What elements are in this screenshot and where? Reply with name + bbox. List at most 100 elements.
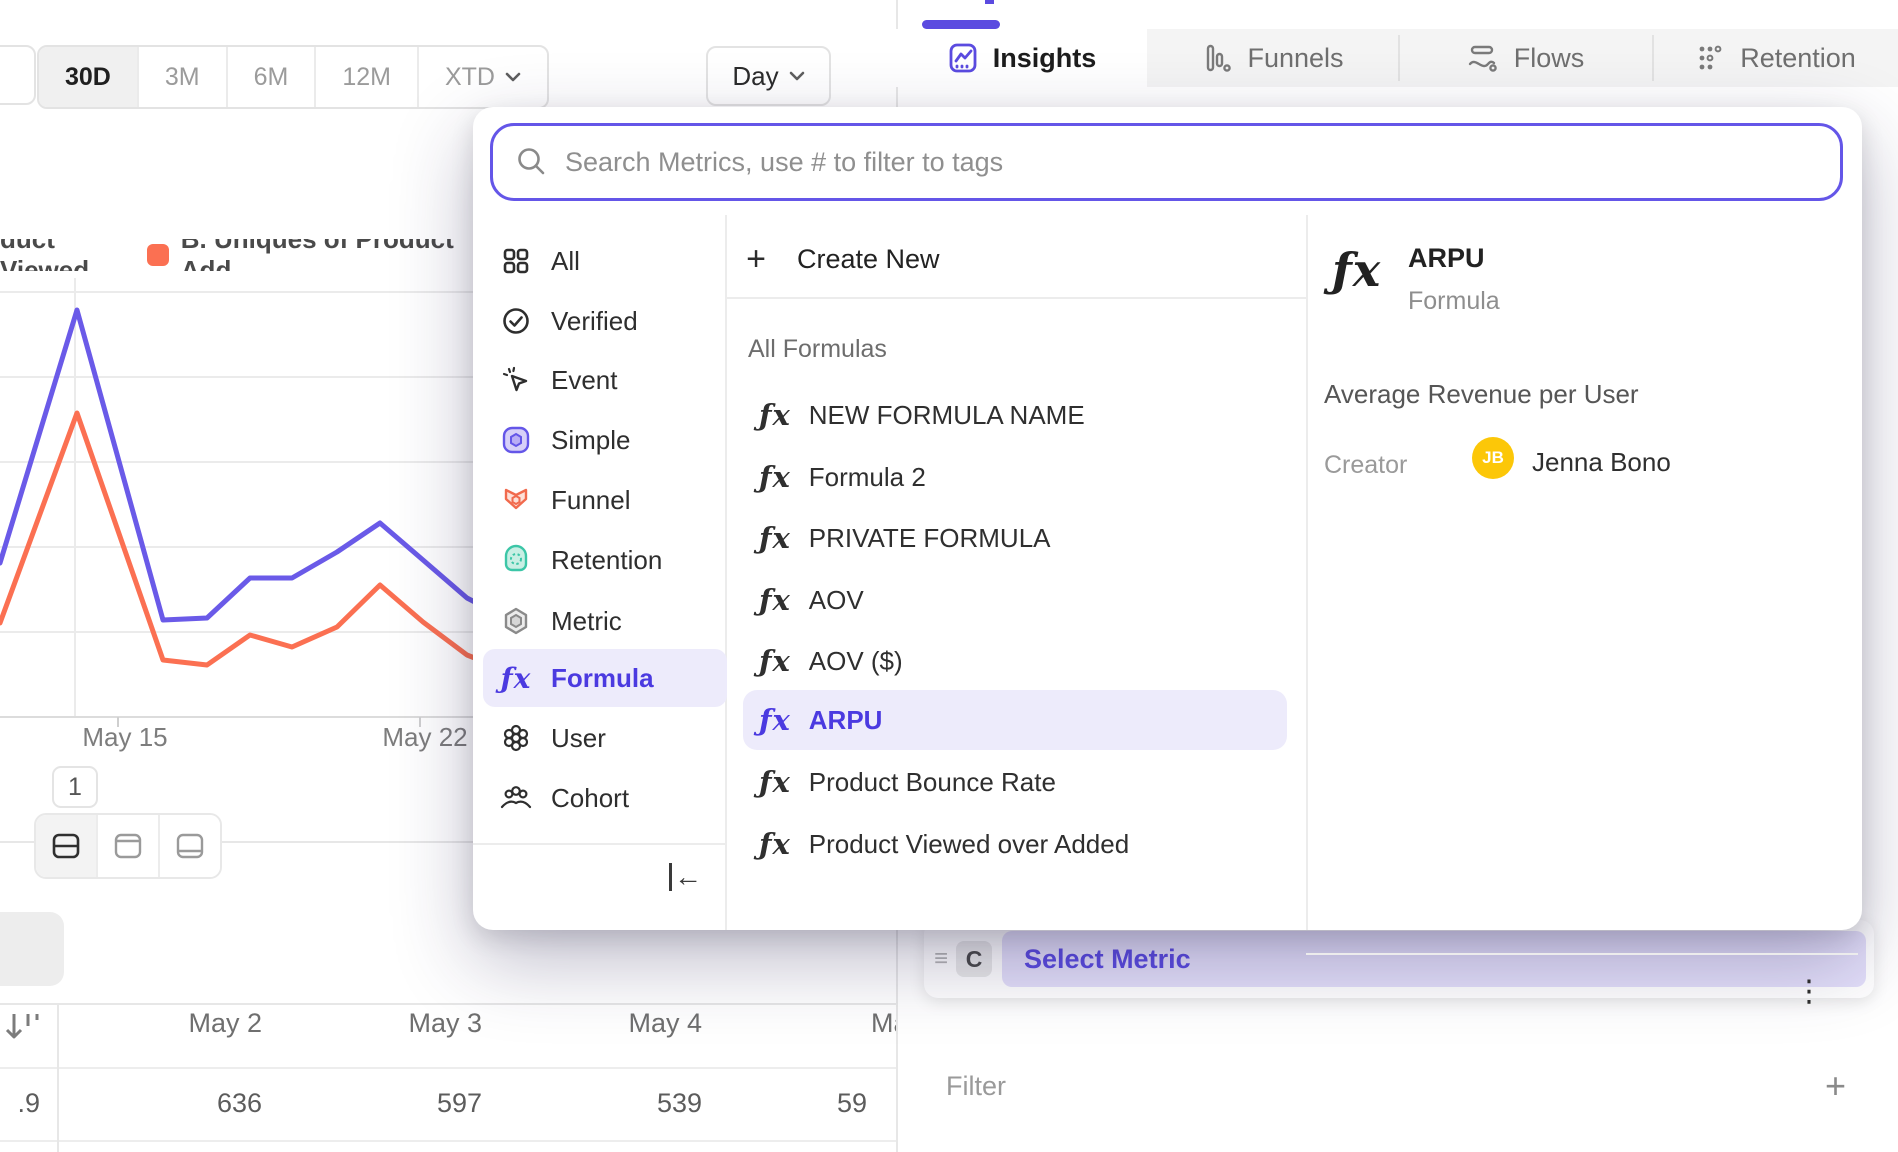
sidebar-item-verified[interactable]: Verified (483, 293, 727, 349)
tab-insights-label: Insights (992, 42, 1097, 73)
fx-icon: ƒx (759, 765, 791, 799)
creator-label: Creator (1324, 451, 1408, 479)
sidebar-item-cohort[interactable]: Cohort (483, 770, 727, 826)
cell-may3-value: 597 (436, 1088, 482, 1118)
sidebar-item-retention[interactable]: Retention (483, 532, 727, 588)
range-3m[interactable]: 3M (139, 47, 228, 107)
sidebar-item-all[interactable]: All (483, 233, 727, 289)
formula-item-label: NEW FORMULA NAME (808, 399, 1085, 430)
funnels-bars-icon (1207, 44, 1232, 72)
metric-clause-card: ≡ C Select Metric (924, 920, 1874, 998)
formula-item-label: PRIVATE FORMULA (808, 522, 1051, 553)
date-range-group: 30D 3M 6M 12M XTD (37, 45, 549, 109)
sidebar-item-label: Formula (551, 662, 654, 693)
tab-flows-label: Flows (1513, 42, 1585, 73)
filter-section: Filter + (924, 1060, 1874, 1112)
user-cluster-icon (499, 721, 533, 755)
tab-insights[interactable]: Insights (896, 29, 1147, 87)
chevron-down-icon (505, 72, 521, 82)
chart-legend: duct Viewed B. Uniques of Product Add (0, 239, 466, 271)
sidebar-item-formula[interactable]: ƒx Formula (483, 649, 727, 707)
event-cursor-icon (499, 363, 533, 397)
sidebar-item-label: User (551, 722, 606, 753)
drag-handle-icon[interactable]: ≡ (934, 945, 949, 972)
tab-funnels[interactable]: Funnels (1147, 29, 1398, 87)
col-header-may4: May 4 (628, 1008, 702, 1038)
clipped-toolbar-button[interactable] (0, 45, 36, 105)
metric-picker-modal: All Verified Event Simple (473, 107, 1862, 1007)
range-30d[interactable]: 30D (39, 47, 139, 107)
clause-letter-badge: C (956, 941, 993, 977)
active-tab-underline (922, 20, 1000, 29)
sidebar-item-user[interactable]: User (483, 710, 727, 766)
top-panel-layout-icon (114, 833, 142, 859)
formula-item[interactable]: ƒx PRIVATE FORMULA (743, 508, 1287, 568)
retention-metric-icon (499, 543, 533, 577)
layout-split-button[interactable] (36, 815, 98, 877)
cell-partial-value: .9 (17, 1088, 40, 1118)
create-new-button[interactable]: + Create New (741, 235, 1281, 283)
layout-bottom-button[interactable] (160, 815, 220, 877)
sidebar-item-simple[interactable]: Simple (483, 412, 727, 468)
more-options-kebab-icon[interactable]: ⋮ (1794, 975, 1824, 1008)
search-box (490, 123, 1843, 201)
creator-avatar: JB (1472, 437, 1514, 479)
bottom-panel-layout-icon (176, 833, 204, 859)
creator-name: Jenna Bono (1532, 447, 1671, 477)
formula-item-label: Formula 2 (808, 461, 926, 492)
formula-item[interactable]: ƒx Product Bounce Rate (743, 752, 1287, 812)
series-b-line (0, 410, 503, 671)
sidebar-item-metric[interactable]: Metric (483, 593, 727, 649)
series-a-line (0, 307, 503, 623)
sidebar-item-label: Event (551, 364, 618, 395)
add-filter-button[interactable]: + (1824, 1065, 1846, 1106)
sidebar-item-label: All (551, 245, 580, 276)
formula-item-label: Product Bounce Rate (808, 766, 1056, 797)
table-section-tab[interactable] (0, 912, 64, 986)
cohort-people-icon (499, 781, 533, 815)
legend-series-a-label: duct Viewed (0, 239, 90, 271)
formula-fx-icon: ƒx (500, 661, 532, 695)
range-xtd-label: XTD (444, 62, 495, 91)
select-metric-label: Select Metric (1024, 943, 1191, 974)
formula-item[interactable]: ƒx AOV (743, 570, 1287, 630)
detail-type: Formula (1408, 287, 1500, 315)
search-input[interactable] (563, 145, 1840, 179)
collapse-sidebar-button[interactable]: ← (669, 863, 702, 891)
formula-item[interactable]: ƒx AOV ($) (743, 631, 1287, 691)
pagination-page-1[interactable]: 1 (52, 766, 98, 808)
formula-item[interactable]: ƒx NEW FORMULA NAME (743, 385, 1287, 445)
sidebar-item-funnel[interactable]: Funnel (483, 472, 727, 528)
tab-funnels-label: Funnels (1247, 42, 1344, 73)
formula-item-label: ARPU (808, 704, 883, 735)
range-6m[interactable]: 6M (228, 47, 317, 107)
legend-series-b-swatch (146, 244, 169, 266)
range-12m[interactable]: 12M (316, 47, 419, 107)
filter-label: Filter (946, 1070, 1006, 1101)
fx-icon: ƒx (759, 644, 791, 678)
layout-toggle-group (34, 813, 222, 879)
sort-icon[interactable] (4, 1012, 44, 1046)
fx-icon: ƒx (759, 827, 791, 861)
fx-icon: ƒx (759, 398, 791, 432)
formula-item-arpu-selected[interactable]: ƒx ARPU (743, 690, 1287, 750)
verified-badge-icon (499, 304, 533, 338)
formula-item[interactable]: ƒx Formula 2 (743, 447, 1287, 507)
upper-tab-fragment (985, 0, 994, 4)
legend-series-b-label: B. Uniques of Product Add (180, 239, 454, 271)
tab-retention-label: Retention (1740, 42, 1856, 73)
split-layout-icon (52, 833, 80, 859)
granularity-dropdown[interactable]: Day (706, 46, 831, 106)
fx-icon: ƒx (759, 460, 791, 494)
formula-fx-icon-large: ƒx (1332, 243, 1382, 297)
tab-retention[interactable]: Retention (1652, 29, 1898, 87)
tab-flows[interactable]: Flows (1398, 29, 1652, 87)
granularity-label: Day (732, 60, 779, 91)
range-xtd[interactable]: XTD (419, 47, 547, 107)
sidebar-item-label: Funnel (551, 484, 631, 515)
sidebar-item-event[interactable]: Event (483, 352, 727, 408)
layout-top-button[interactable] (98, 815, 160, 877)
select-metric-button[interactable]: Select Metric (1002, 931, 1866, 987)
simple-metric-icon (499, 423, 533, 457)
formula-item[interactable]: ƒx Product Viewed over Added (743, 814, 1287, 874)
